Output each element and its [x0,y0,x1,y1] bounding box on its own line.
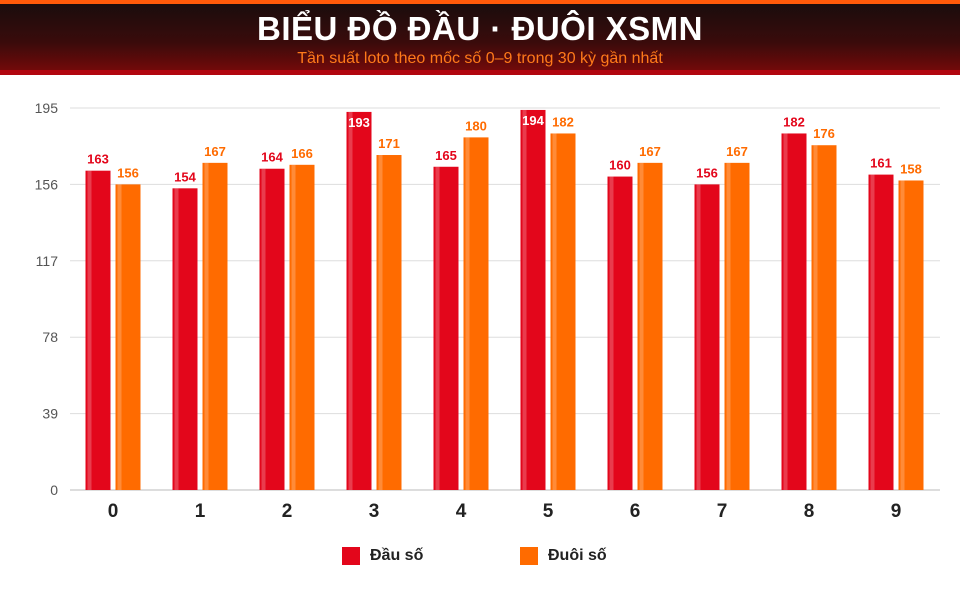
x-tick-label: 5 [543,501,554,522]
legend-label-dau: Đầu số [370,547,424,564]
bar-highlight [639,162,644,490]
data-label-dau: 156 [696,165,718,180]
bar-highlight [87,170,92,490]
bar-highlight [117,184,122,490]
bar-dau [781,133,807,490]
bar-highlight [174,188,179,491]
data-label-dau: 182 [783,114,805,129]
bar-highlight [435,166,440,490]
bar-dau [172,188,198,491]
bar-duoi [463,137,489,490]
bar-highlight [465,137,470,490]
data-label-dau: 193 [348,115,370,130]
bar-duoi [637,162,663,490]
data-label-duoi: 166 [291,146,313,161]
bar-dau [346,111,372,490]
x-tick-label: 1 [195,501,206,522]
data-label-dau: 154 [174,169,196,184]
y-tick-label: 39 [42,406,58,422]
data-label-duoi: 167 [726,144,748,159]
data-label-dau: 165 [435,148,457,163]
bar-highlight [291,164,296,491]
data-label-duoi: 182 [552,114,574,129]
bar-dau [868,174,894,490]
x-tick-label: 6 [630,501,641,522]
x-tick-label: 3 [369,501,380,522]
bar-highlight [204,162,209,490]
bar-highlight [552,133,557,490]
y-tick-label: 195 [35,100,59,116]
data-label-dau: 160 [609,158,631,173]
bar-highlight [609,176,614,491]
chart-header: BIỂU ĐỒ ĐẦU · ĐUÔI XSMN Tần suất loto th… [0,0,960,74]
x-tick-label: 7 [717,501,728,522]
y-tick-label: 0 [50,482,58,498]
data-label-duoi: 158 [900,161,922,176]
x-tick-label: 0 [108,501,119,522]
x-tick-label: 8 [804,501,815,522]
y-tick-label: 78 [42,329,58,345]
bar-dau [85,170,111,490]
bar-dau [520,109,546,490]
data-label-duoi: 156 [117,165,139,180]
x-tick-label: 4 [456,501,467,522]
bar-highlight [348,111,353,490]
chart-title: BIỂU ĐỒ ĐẦU · ĐUÔI XSMN [256,10,703,47]
data-label-dau: 161 [870,156,892,171]
data-label-duoi: 171 [378,136,400,151]
bar-highlight [900,180,905,490]
data-label-duoi: 176 [813,126,835,141]
legend-item-dau: Đầu số [342,546,423,566]
data-label-duoi: 167 [639,144,661,159]
bar-duoi [202,162,228,490]
bar-duoi [115,184,141,490]
bar-dau [259,168,285,490]
bar-highlight [813,145,818,490]
bar-highlight [522,109,527,490]
bar-duoi [724,162,750,490]
x-tick-label: 2 [282,501,293,522]
bar-dau [694,184,720,490]
bar-duoi [376,155,402,490]
bar-highlight [783,133,788,490]
y-tick-label: 117 [36,253,59,269]
legend-item-duoi: Đuôi số [520,546,607,566]
bar-duoi [811,145,837,490]
bar-highlight [726,162,731,490]
legend-swatch-duoi [520,547,538,565]
bar-duoi [898,180,924,490]
bar-dau [433,166,459,490]
legend-label-duoi: Đuôi số [548,547,607,564]
data-label-duoi: 167 [204,144,226,159]
bar-duoi [289,164,315,491]
bar-highlight [696,184,701,490]
data-label-dau: 194 [522,113,544,128]
bar-highlight [261,168,266,490]
data-label-dau: 163 [87,152,109,167]
header-divider [0,70,960,75]
bar-highlight [870,174,875,490]
x-tick-label: 9 [891,501,902,522]
chart-subtitle: Tần suất loto theo mốc số 0–9 trong 30 k… [297,50,663,67]
bar-duoi [550,133,576,490]
y-tick-label: 156 [35,176,59,192]
data-label-dau: 164 [261,150,283,165]
bar-highlight [378,155,383,490]
legend-swatch-dau [342,547,360,565]
data-label-duoi: 180 [465,118,487,133]
bar-dau [607,176,633,491]
